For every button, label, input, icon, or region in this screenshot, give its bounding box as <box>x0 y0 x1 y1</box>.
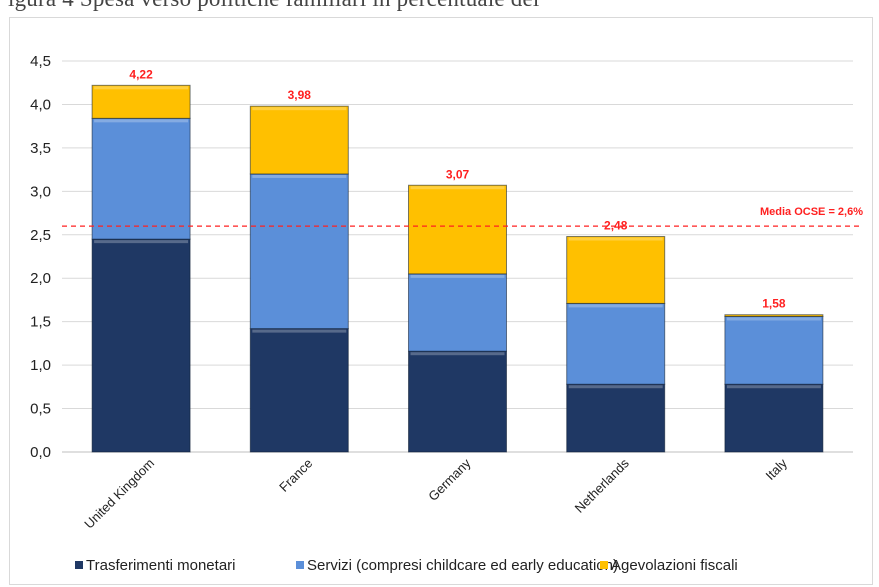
bar-segment <box>724 315 824 385</box>
bar-highlight <box>94 240 189 244</box>
category-label: France <box>276 456 315 495</box>
bar-highlight <box>252 107 347 111</box>
bar-highlight <box>568 385 663 389</box>
bar-highlight <box>410 186 505 190</box>
bar-segment <box>566 383 666 453</box>
bar-segment <box>249 105 349 175</box>
y-tick-label: 4,0 <box>30 96 51 113</box>
bar-segment <box>249 173 349 330</box>
y-tick-label: 4,5 <box>30 53 51 70</box>
bar-segment <box>249 328 349 453</box>
legend-label: Trasferimenti monetari <box>86 557 236 574</box>
bar-segment <box>566 236 666 304</box>
y-tick-label: 0,0 <box>30 444 51 461</box>
bar-segment <box>91 238 191 453</box>
category-label: Netherlands <box>572 455 633 516</box>
category-label: United Kingdom <box>81 456 157 532</box>
bar-segment <box>91 117 191 240</box>
bar-highlight <box>726 385 821 389</box>
bar-highlight <box>410 352 505 356</box>
total-label: 4,22 <box>129 67 153 81</box>
y-tick-label: 0,5 <box>30 401 51 418</box>
legend-swatch <box>75 561 83 569</box>
reference-line-label: Media OCSE = 2,6% <box>760 206 863 218</box>
bar-segment <box>724 314 824 317</box>
total-label: 3,98 <box>288 88 312 102</box>
bar-segment <box>566 302 666 385</box>
bar-segment <box>91 84 191 119</box>
reference-line-group: Media OCSE = 2,6% <box>62 206 863 227</box>
bar-highlight <box>94 86 189 90</box>
y-tick-label: 3,5 <box>30 140 51 157</box>
figure-caption: igura 4 Spesa verso politiche familiari … <box>8 0 879 16</box>
legend-label: Agevolazioni fiscali <box>611 557 738 574</box>
bar-highlight <box>410 274 505 278</box>
bar-segment <box>408 184 507 275</box>
bar-segment <box>408 350 507 453</box>
y-tick-label: 1,0 <box>30 357 51 374</box>
y-tick-label: 2,0 <box>30 270 51 287</box>
legend: Trasferimenti monetari Servizi (compresi … <box>75 557 738 574</box>
total-label: 1,58 <box>762 297 786 311</box>
total-label: 3,07 <box>446 167 470 181</box>
bar-highlight <box>94 119 189 123</box>
category-label: Germany <box>425 455 474 504</box>
category-label: Italy <box>763 455 791 483</box>
y-tick-label: 1,5 <box>30 314 51 331</box>
bar-highlight <box>252 174 347 178</box>
bar-highlight <box>568 237 663 241</box>
bar-highlight <box>568 304 663 308</box>
y-tick-label: 2,5 <box>30 227 51 244</box>
category-axis: United Kingdom France Germany Netherlands It… <box>81 455 790 531</box>
legend-label: Servizi (compresi childcare ed early edu… <box>307 557 618 574</box>
bar-segment <box>724 383 824 453</box>
y-tick-label: 3,0 <box>30 183 51 200</box>
bar-highlight <box>726 317 821 321</box>
chart-frame <box>9 17 873 585</box>
legend-swatch <box>600 561 608 569</box>
bar-highlight <box>252 329 347 333</box>
legend-swatch <box>296 561 304 569</box>
bar-segment <box>408 273 507 352</box>
y-axis: 0,0 0,5 1,0 1,5 2,0 2,5 3,0 3,5 4,0 4,5 <box>30 53 853 461</box>
bars <box>91 84 824 453</box>
